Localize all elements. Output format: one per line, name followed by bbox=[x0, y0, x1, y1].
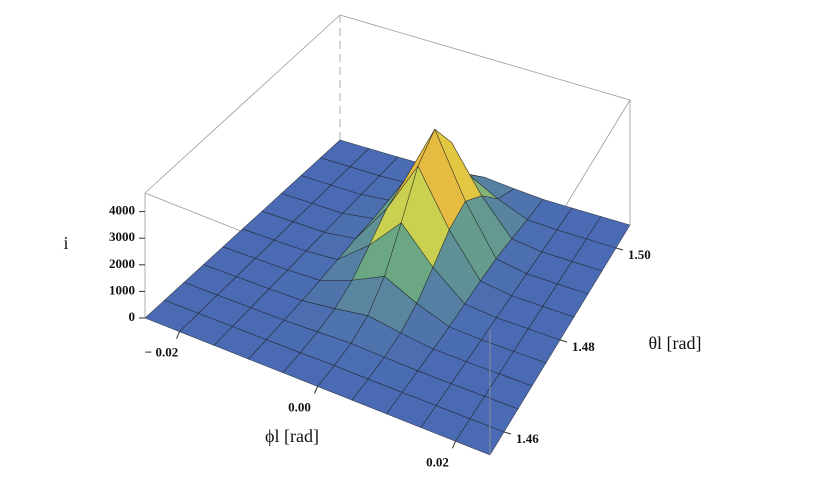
x-tick bbox=[176, 331, 180, 339]
y-tick bbox=[559, 339, 568, 343]
y-tick-label: 1.46 bbox=[516, 431, 539, 446]
x-tick-label: 0.00 bbox=[288, 399, 311, 414]
box-edge bbox=[339, 14, 631, 101]
y-tick bbox=[503, 431, 512, 435]
y-tick-label: 1.50 bbox=[628, 247, 651, 262]
x-tick-label: − 0.02 bbox=[145, 345, 178, 360]
y-tick bbox=[615, 247, 624, 251]
x-tick bbox=[452, 441, 456, 449]
y-axis-label: θl [rad] bbox=[648, 333, 701, 353]
z-tick-label: 3000 bbox=[109, 229, 135, 244]
x-tick bbox=[314, 386, 318, 394]
y-tick-label: 1.48 bbox=[572, 339, 595, 354]
z-tick-label: 2000 bbox=[109, 256, 135, 271]
x-tick-label: 0.02 bbox=[426, 454, 449, 469]
box-edge bbox=[144, 14, 341, 194]
z-tick-label: 1000 bbox=[109, 282, 135, 297]
x-axis-label: ϕl [rad] bbox=[265, 426, 319, 446]
z-axis-label: i bbox=[63, 233, 68, 253]
z-tick-label: 4000 bbox=[109, 203, 135, 218]
z-tick-label: 0 bbox=[129, 309, 136, 324]
